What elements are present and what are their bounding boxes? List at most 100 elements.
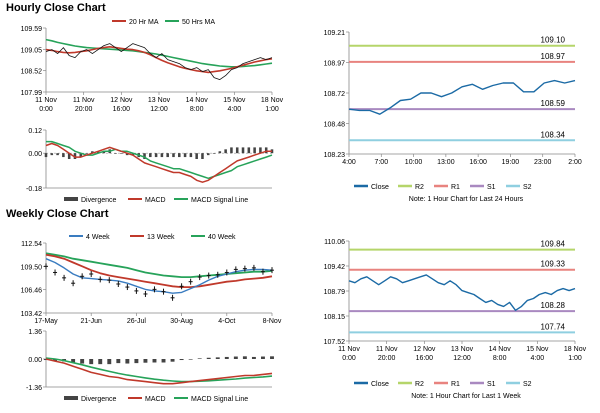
hourly-macd-divergence-bar	[67, 153, 71, 159]
weekly-macd-divergence-bar	[224, 356, 229, 359]
hourly-price-ytick-label: 108.52	[21, 69, 43, 76]
hourly-levels-level-s1-label: 108.59	[541, 99, 566, 108]
hourly-levels-xtick-label: 2:00	[568, 159, 582, 166]
hourly-macd-ytick-label: -0.18	[26, 186, 42, 193]
weekly-levels-legend-s1-label: S1	[487, 381, 496, 388]
hourly-macd-divergence-bar	[206, 153, 210, 156]
hourly-levels-xtick-label: 23:00	[534, 159, 552, 166]
weekly-macd-divergence-bar	[71, 359, 76, 363]
hourly-macd-legend-macd-label: MACD	[145, 197, 166, 204]
hourly-macd-legend-divergence-label: Divergence	[81, 197, 117, 204]
hourly-levels-level-s2-label: 108.34	[541, 130, 566, 139]
weekly-macd-divergence-bar	[188, 359, 193, 360]
weekly-levels-xtick-label: 0:00	[342, 355, 356, 362]
hourly-macd-divergence-bar	[259, 147, 262, 154]
weekly-levels-xtick-label: 14 Nov	[489, 346, 512, 353]
hourly-macd-divergence-bar	[160, 153, 164, 158]
weekly-price-legend-13wk-label: 13 Week	[147, 234, 175, 241]
hourly-levels-xtick-label: 7:00	[374, 159, 388, 166]
weekly-price-xtick-label: 30-Aug	[170, 318, 193, 325]
weekly-macd-divergence-bar	[80, 359, 85, 364]
hourly-macd-divergence-bar	[149, 153, 152, 158]
hourly-macd-divergence-bar	[253, 147, 256, 154]
hourly-levels-xtick-label: 16:00	[469, 159, 487, 166]
weekly-levels-xtick-label: 20:00	[378, 355, 396, 362]
hourly-levels-ytick-label: 108.48	[324, 122, 346, 129]
weekly-macd-divergence-bar	[233, 356, 238, 359]
hourly-levels-level-r2-label: 109.10	[541, 36, 566, 45]
hourly-levels-level-r1-label: 108.97	[541, 52, 566, 61]
hourly-macd-divergence-bar	[172, 153, 175, 158]
weekly-price-ytick-label: 103.42	[21, 311, 43, 318]
hourly-macd-divergence-bar	[96, 151, 100, 154]
weekly-macd-ytick-label: -1.36	[26, 385, 42, 392]
hourly-price-xtick-label: 14 Nov	[186, 97, 209, 104]
hourly-price-xtick-label: 11 Nov	[35, 97, 57, 104]
hourly-macd-divergence-bar	[241, 147, 245, 154]
hourly-macd-divergence-bar	[247, 147, 251, 154]
hourly-price-xtick-label: 16:00	[113, 106, 131, 113]
hourly-price-series-ma20	[45, 46, 273, 74]
hourly-macd-divergence-bar	[224, 149, 227, 154]
hourly-levels-note: Note: 1 Hour Chart for Last 24 Hours	[409, 196, 524, 203]
weekly-macd-ytick-label: 0.00	[28, 357, 42, 364]
hourly-macd-divergence-bar	[120, 153, 123, 154]
hourly-macd-divergence-bar	[56, 153, 59, 156]
weekly-macd-divergence-bar	[261, 356, 265, 359]
weekly-levels-level-r1-label: 109.33	[541, 260, 566, 269]
weekly-levels-xtick-label: 11 Nov	[338, 346, 360, 353]
hourly-levels-xtick-label: 10:00	[405, 159, 423, 166]
weekly-levels-xtick-label: 13 Nov	[451, 346, 474, 353]
weekly-price-series-40wk	[45, 252, 273, 278]
hourly-macd-divergence-bar	[44, 153, 48, 158]
weekly-levels-legend-r1-label: R1	[451, 381, 460, 388]
hourly-macd-divergence-bar	[201, 153, 204, 159]
weekly-levels-note: Note: 1 Hour Chart for Last 1 Week	[411, 393, 521, 400]
hourly-macd-divergence-bar	[264, 147, 268, 154]
hourly-price-ytick-label: 109.59	[21, 26, 43, 33]
hourly-macd-legend-signal-label: MACD Signal Line	[191, 197, 248, 204]
weekly-macd-legend-signal-label: MACD Signal Line	[191, 396, 248, 403]
hourly-macd-divergence-bar	[91, 151, 94, 154]
weekly-levels-ytick-label: 109.42	[324, 264, 346, 271]
weekly-macd-divergence-bar	[270, 356, 274, 359]
weekly-macd-divergence-bar	[179, 359, 184, 361]
hourly-macd-divergence-bar	[189, 153, 193, 158]
hourly-macd-divergence-bar	[212, 153, 216, 154]
weekly-levels-legend-s2-label: S2	[523, 381, 532, 388]
weekly-price-xtick-label: 21-Jun	[80, 318, 102, 325]
weekly-levels-ytick-label: 108.79	[324, 289, 346, 296]
hourly-levels-ytick-label: 109.21	[324, 30, 346, 37]
weekly-price-ytick-label: 109.50	[21, 264, 43, 271]
weekly-levels-xtick-label: 12 Nov	[413, 346, 436, 353]
weekly-macd-divergence-bar	[116, 359, 121, 364]
hourly-price-xtick-label: 13 Nov	[148, 97, 171, 104]
hourly-levels-ytick-label: 108.72	[324, 91, 346, 98]
hourly-price-xtick-label: 8:00	[190, 106, 204, 113]
weekly-macd-divergence-bar	[125, 359, 130, 364]
weekly-price-xtick-label: 26-Jul	[127, 318, 147, 325]
weekly-macd-divergence-bar	[98, 359, 103, 365]
hourly-macd-divergence-bar	[73, 153, 77, 159]
hourly-levels-legend-r1-label: R1	[451, 184, 460, 191]
hourly-levels-legend-s1-label: S1	[487, 184, 496, 191]
weekly-levels-xtick-label: 16:00	[416, 355, 434, 362]
weekly-macd-divergence-bar	[89, 359, 94, 365]
hourly-price-legend-ma50-label: 50 Hrs MA	[182, 19, 215, 26]
weekly-macd-legend-divergence-label: Divergence	[81, 396, 117, 403]
hourly-macd-divergence-bar	[235, 147, 239, 154]
hourly-price-series-ma50	[45, 38, 273, 68]
weekly-macd-divergence-bar	[53, 359, 57, 362]
weekly-levels-ytick-label: 108.15	[324, 314, 346, 321]
weekly-price-ytick-label: 112.54	[21, 241, 42, 248]
hourly-price-series-close	[45, 43, 273, 80]
hourly-price-xtick-label: 0:00	[39, 106, 53, 113]
weekly-macd-divergence-bar	[242, 356, 247, 359]
hourly-macd-divergence-bar	[79, 153, 83, 158]
hourly-macd-divergence-bar	[114, 153, 117, 154]
hourly-macd-ytick-label: 0.12	[28, 128, 42, 135]
weekly-levels-ytick-label: 107.52	[324, 339, 346, 346]
hourly-levels-legend-r2-label: R2	[415, 184, 424, 191]
weekly-levels-level-r2-label: 109.84	[541, 240, 566, 249]
